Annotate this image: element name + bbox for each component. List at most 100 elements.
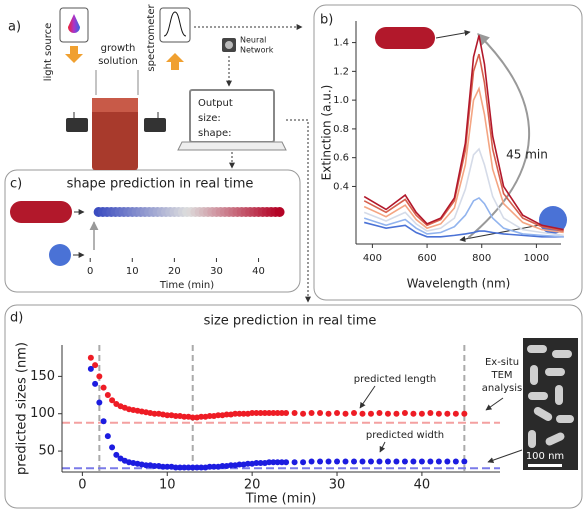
chip-core [225,41,233,49]
data-point [249,409,256,416]
data-point [185,464,192,471]
data-point [384,458,391,465]
x-tick-label: 40 [414,478,431,493]
data-point [96,373,103,380]
cuvette-top [92,98,138,112]
data-point [189,414,196,421]
y-tick-label: 0.4 [333,181,349,192]
x-tick-label: 800 [472,253,491,264]
data-point [87,354,94,361]
data-point [342,458,349,465]
panel-b-frame [313,4,583,301]
spectrum-line [363,147,564,237]
data-point [376,409,383,416]
data-point [325,458,332,465]
data-point [418,410,425,417]
tem-label: Ex-situ [485,357,519,368]
y-tick-label: 0.8 [333,124,349,135]
y-tick-label: 1.4 [333,38,349,49]
output-title: Output [198,98,233,109]
data-point [342,410,349,417]
data-point [164,463,171,470]
data-point [257,460,264,467]
spectrometer-box [159,7,191,43]
label-arrow [487,449,523,464]
y-axis-label: predicted sizes (nm) [15,342,30,475]
data-point [193,464,200,471]
data-point [393,458,400,465]
data-point [278,459,285,466]
data-point [104,433,111,440]
data-point [253,460,260,467]
data-point [401,409,408,416]
data-point [181,464,188,471]
data-point [160,463,167,470]
data-point [427,409,434,416]
data-point [367,458,374,465]
x-tick-label: 0 [78,478,86,493]
data-point [109,444,116,451]
y-tick-label: 100 [30,406,55,421]
data-point [223,411,230,418]
data-point [206,463,213,470]
data-point [274,459,281,466]
x-tick-label: 30 [329,478,346,493]
data-point [283,409,290,416]
data-point [113,451,120,458]
x-tick-label: 20 [244,478,261,493]
data-point [393,410,400,417]
data-point [461,458,468,465]
data-point [151,410,158,417]
data-point [427,458,434,465]
label-arrow [359,385,376,409]
spectrum-line [363,53,564,232]
y-axis-label: Extinction (a.u.) [320,85,334,181]
data-point [189,464,196,471]
data-point [236,410,243,417]
sensor [144,118,166,132]
data-point [176,464,183,471]
data-point [100,384,107,391]
data-point [206,412,213,419]
data-point [376,458,383,465]
shape-dot [274,207,285,217]
x-tick-label: 30 [210,266,223,277]
panel-c-frame [4,169,301,293]
y-tick-label: 1.0 [333,95,349,106]
series-label: predicted width [366,430,444,441]
data-point [143,462,150,469]
data-point [308,458,315,465]
sphere-icon [49,244,71,266]
light-source-label: light source [43,23,54,82]
x-tick-label: 10 [126,266,139,277]
data-point [198,413,205,420]
y-tick-label: 150 [30,369,55,384]
data-point [240,410,247,417]
data-point [384,410,391,417]
x-axis-label: Time (min) [159,280,214,291]
annotation: 45 min [506,148,548,162]
data-point [291,409,298,416]
output-size: size: [198,113,221,124]
data-point [274,409,281,416]
data-point [359,458,366,465]
chart-title: size prediction in real time [204,314,377,329]
x-tick-label: 1000 [524,253,549,264]
data-point [236,461,243,468]
data-point [270,459,277,466]
growth-label: growth [101,43,136,54]
panel-label: c) [10,177,22,192]
data-point [266,409,273,416]
x-axis-label: Wavelength (nm) [407,277,511,291]
data-point [401,458,408,465]
data-point [435,410,442,417]
data-point [232,410,239,417]
data-point [266,459,273,466]
data-point [92,380,99,387]
data-point [244,460,251,467]
panel-label: b) [320,13,333,28]
data-point [418,458,425,465]
data-point [172,464,179,471]
data-point [261,409,268,416]
